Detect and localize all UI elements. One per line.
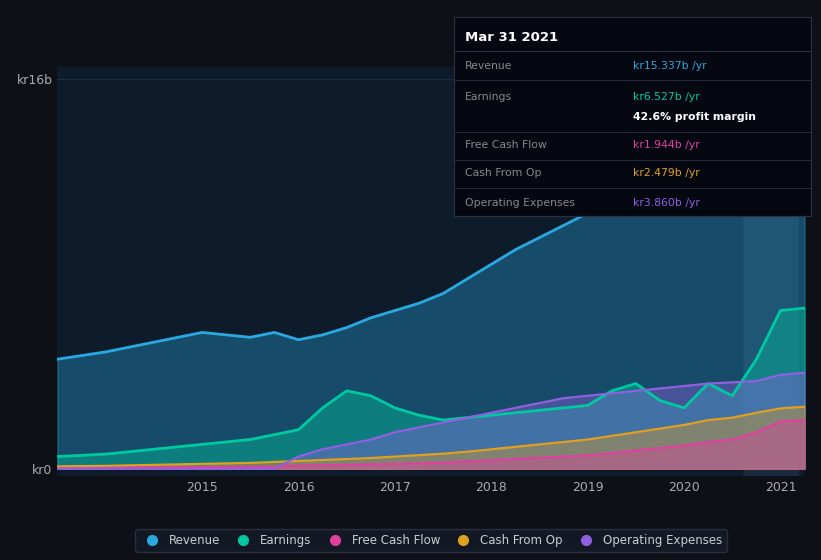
Text: Mar 31 2021: Mar 31 2021 (465, 31, 557, 44)
Text: kr3.860b /yr: kr3.860b /yr (633, 198, 699, 208)
Text: Cash From Op: Cash From Op (465, 168, 541, 178)
Text: Operating Expenses: Operating Expenses (465, 198, 575, 208)
Text: kr2.479b /yr: kr2.479b /yr (633, 168, 699, 178)
Text: Earnings: Earnings (465, 92, 511, 102)
Text: Free Cash Flow: Free Cash Flow (465, 140, 547, 150)
Text: kr1.944b /yr: kr1.944b /yr (633, 140, 699, 150)
Text: kr15.337b /yr: kr15.337b /yr (633, 60, 706, 71)
Legend: Revenue, Earnings, Free Cash Flow, Cash From Op, Operating Expenses: Revenue, Earnings, Free Cash Flow, Cash … (135, 529, 727, 552)
Text: Revenue: Revenue (465, 60, 512, 71)
Text: 42.6% profit margin: 42.6% profit margin (633, 112, 755, 122)
Text: kr6.527b /yr: kr6.527b /yr (633, 92, 699, 102)
